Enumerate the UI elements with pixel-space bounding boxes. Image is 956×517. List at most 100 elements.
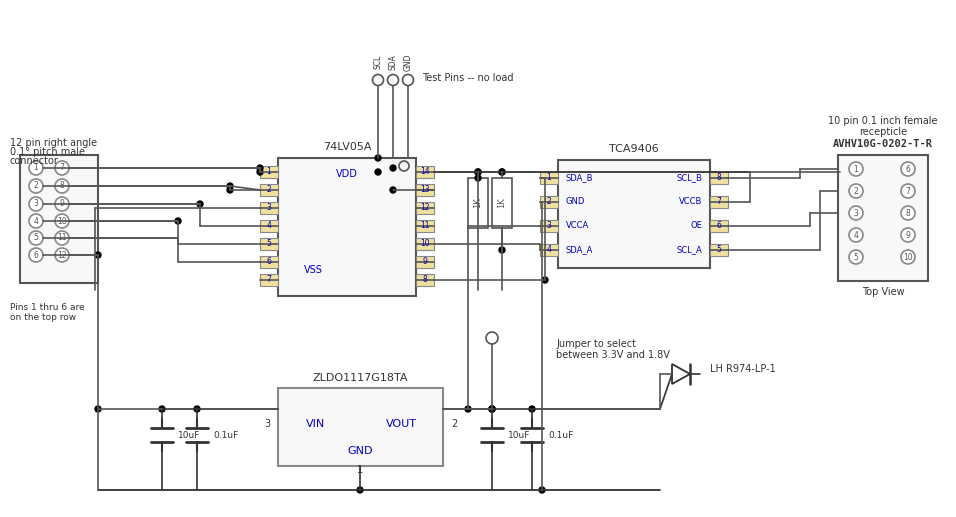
Text: 0.1uF: 0.1uF bbox=[548, 431, 574, 439]
Circle shape bbox=[849, 162, 863, 176]
Circle shape bbox=[29, 248, 43, 262]
Circle shape bbox=[375, 169, 381, 175]
Bar bbox=[260, 166, 278, 178]
Text: 10uF: 10uF bbox=[508, 431, 531, 439]
Text: 10: 10 bbox=[421, 239, 430, 249]
Circle shape bbox=[375, 155, 381, 161]
Text: 9: 9 bbox=[423, 257, 427, 266]
Bar bbox=[260, 238, 278, 250]
Text: 6: 6 bbox=[717, 221, 722, 231]
Text: Pins 1 thru 6 are: Pins 1 thru 6 are bbox=[10, 303, 85, 312]
Text: 3: 3 bbox=[547, 221, 552, 231]
Text: 5: 5 bbox=[854, 252, 858, 262]
Text: 0.1uF: 0.1uF bbox=[213, 431, 238, 439]
Text: connector: connector bbox=[10, 156, 59, 166]
Bar bbox=[278, 158, 416, 296]
Circle shape bbox=[849, 250, 863, 264]
Text: 12: 12 bbox=[421, 204, 430, 212]
Circle shape bbox=[55, 214, 69, 228]
Circle shape bbox=[357, 487, 363, 493]
Text: 14: 14 bbox=[421, 168, 430, 176]
Circle shape bbox=[227, 187, 233, 193]
Circle shape bbox=[390, 187, 396, 193]
Text: 2: 2 bbox=[854, 187, 858, 195]
Text: 10uF: 10uF bbox=[178, 431, 201, 439]
Text: 7: 7 bbox=[717, 197, 722, 206]
Text: 12: 12 bbox=[57, 251, 67, 260]
Text: 3: 3 bbox=[33, 200, 38, 208]
Text: 8: 8 bbox=[905, 208, 910, 218]
Circle shape bbox=[849, 228, 863, 242]
Text: 11: 11 bbox=[57, 234, 67, 242]
Text: 10 pin 0.1 inch female: 10 pin 0.1 inch female bbox=[828, 116, 938, 126]
Text: 6: 6 bbox=[33, 251, 38, 260]
Text: SCL: SCL bbox=[374, 55, 382, 69]
Text: 4: 4 bbox=[547, 246, 552, 254]
Circle shape bbox=[901, 162, 915, 176]
Text: 4: 4 bbox=[267, 221, 272, 231]
Circle shape bbox=[55, 197, 69, 211]
Circle shape bbox=[55, 179, 69, 193]
Circle shape bbox=[402, 74, 414, 85]
Circle shape bbox=[373, 74, 383, 85]
Circle shape bbox=[486, 332, 498, 344]
Bar bbox=[416, 166, 434, 178]
Bar bbox=[416, 274, 434, 286]
Bar bbox=[710, 220, 728, 232]
Circle shape bbox=[95, 406, 101, 412]
Text: VSS: VSS bbox=[304, 265, 322, 275]
Circle shape bbox=[499, 169, 505, 175]
Circle shape bbox=[390, 165, 396, 171]
Text: OE: OE bbox=[690, 221, 702, 231]
Bar bbox=[710, 244, 728, 256]
Circle shape bbox=[539, 487, 545, 493]
Bar bbox=[260, 274, 278, 286]
Text: SDA: SDA bbox=[388, 54, 398, 70]
Bar bbox=[710, 196, 728, 208]
Text: ZLDO1117G18TA: ZLDO1117G18TA bbox=[313, 373, 408, 383]
Text: 6: 6 bbox=[267, 257, 272, 266]
Text: 74LV05A: 74LV05A bbox=[323, 142, 371, 152]
Text: 7: 7 bbox=[905, 187, 910, 195]
Text: 10: 10 bbox=[57, 217, 67, 225]
Text: 12 pin right angle: 12 pin right angle bbox=[10, 138, 98, 148]
Bar bbox=[260, 202, 278, 214]
Bar bbox=[416, 202, 434, 214]
Bar bbox=[260, 184, 278, 196]
Bar bbox=[558, 160, 710, 268]
Text: SDA_A: SDA_A bbox=[566, 246, 594, 254]
Circle shape bbox=[95, 252, 101, 258]
Circle shape bbox=[901, 250, 915, 264]
Circle shape bbox=[197, 201, 203, 207]
Text: 9: 9 bbox=[905, 231, 910, 239]
Text: 1: 1 bbox=[547, 174, 552, 183]
Bar bbox=[20, 155, 98, 283]
Text: 8: 8 bbox=[59, 181, 64, 190]
Circle shape bbox=[29, 197, 43, 211]
Bar bbox=[540, 244, 558, 256]
Text: 1: 1 bbox=[854, 164, 858, 174]
Text: LH R974-LP-1: LH R974-LP-1 bbox=[710, 364, 775, 374]
Circle shape bbox=[489, 406, 495, 412]
Circle shape bbox=[489, 406, 495, 412]
Text: Test Pins -- no load: Test Pins -- no load bbox=[422, 73, 513, 83]
Text: VCCB: VCCB bbox=[679, 197, 702, 206]
Text: on the top row: on the top row bbox=[10, 312, 76, 322]
Circle shape bbox=[489, 406, 495, 412]
Text: 9: 9 bbox=[59, 200, 64, 208]
Bar bbox=[540, 172, 558, 184]
Circle shape bbox=[465, 406, 471, 412]
Text: between 3.3V and 1.8V: between 3.3V and 1.8V bbox=[556, 350, 670, 360]
Circle shape bbox=[257, 169, 263, 175]
Circle shape bbox=[29, 161, 43, 175]
Bar bbox=[416, 256, 434, 268]
Text: 1K: 1K bbox=[473, 197, 483, 208]
Text: GND: GND bbox=[348, 446, 373, 456]
Circle shape bbox=[901, 206, 915, 220]
Text: 2: 2 bbox=[33, 181, 38, 190]
Text: 4: 4 bbox=[854, 231, 858, 239]
Bar bbox=[278, 388, 443, 466]
Bar bbox=[260, 256, 278, 268]
Text: 6: 6 bbox=[905, 164, 910, 174]
Bar bbox=[468, 178, 488, 228]
